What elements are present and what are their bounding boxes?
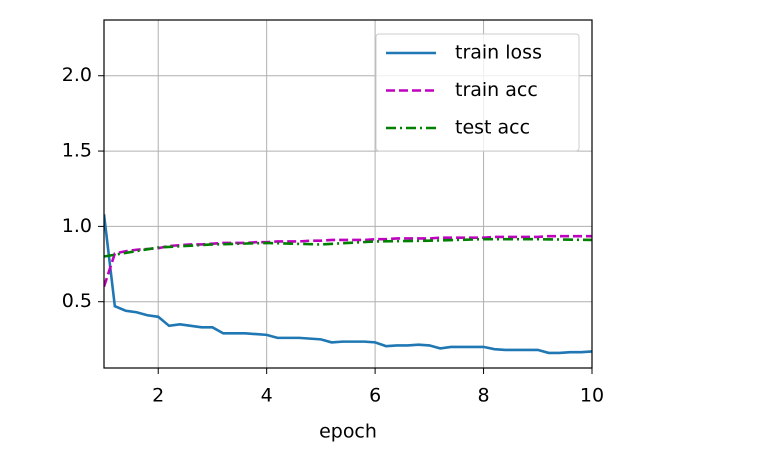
- x-tick-label: 4: [261, 385, 273, 407]
- legend-label: train acc: [455, 79, 538, 101]
- legend-label: train loss: [455, 42, 542, 64]
- x-tick-label: 2: [152, 385, 164, 407]
- series-line: [104, 214, 592, 355]
- x-tick-label: 10: [580, 385, 604, 407]
- y-tick-label: 1.5: [62, 140, 92, 162]
- y-tick-label: 0.5: [62, 290, 92, 312]
- series-line: [104, 237, 592, 258]
- legend-label: test acc: [455, 117, 530, 139]
- y-tick-label: 1.0: [62, 215, 92, 237]
- x-axis-label: epoch: [319, 421, 377, 443]
- legend-box: [375, 33, 580, 152]
- y-tick-label: 2.0: [62, 64, 92, 86]
- x-tick-label: 6: [369, 385, 381, 407]
- plot-frame: [103, 19, 593, 369]
- x-tick-label: 8: [478, 385, 490, 407]
